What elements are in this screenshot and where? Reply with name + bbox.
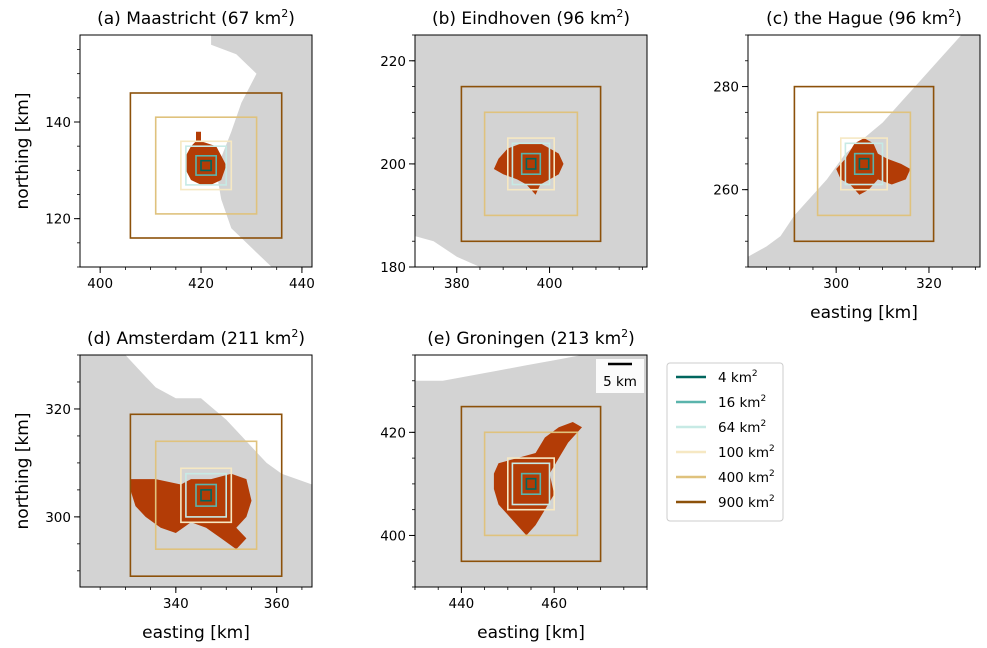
square-900km2 <box>460 405 602 563</box>
square-4km2 <box>200 489 212 502</box>
x-tick-label: 340 <box>163 596 189 612</box>
square-100km2 <box>839 137 888 191</box>
y-tick-label: 180 <box>380 260 406 276</box>
square-16km2 <box>520 152 542 176</box>
legend-entry: 4 km2 <box>676 369 758 386</box>
square-400km2 <box>154 116 258 215</box>
panel-title: (d) Amsterdam (211 km2) <box>87 327 305 349</box>
panel-title: (b) Eindhoven (96 km2) <box>432 7 630 29</box>
axes-frame <box>79 354 313 588</box>
square-64km2 <box>185 145 227 186</box>
axes-frame <box>747 34 981 268</box>
panel-groningen: (e) Groningen (213 km2) 440 460 400 420 ea… <box>380 327 648 643</box>
legend-label: 400 km2 <box>718 469 775 486</box>
y-tick-label: 140 <box>45 115 71 131</box>
legend-entry: 64 km2 <box>676 419 766 436</box>
square-16km2 <box>520 472 542 496</box>
x-tick-label: 360 <box>264 596 290 612</box>
urban-area <box>130 473 252 550</box>
square-64km2 <box>511 462 551 506</box>
square-900km2 <box>129 92 283 239</box>
y-tick-label: 220 <box>380 54 406 70</box>
x-tick-label: 300 <box>823 276 849 292</box>
x-tick-label: 400 <box>87 276 113 292</box>
land-area <box>80 355 312 587</box>
x-tick-label: 460 <box>541 596 567 612</box>
land-area <box>211 35 312 267</box>
square-16km2 <box>195 483 218 507</box>
panel-the-hague: (c) the Hague (96 km2) 300 320 260 280 eas… <box>713 7 981 323</box>
square-400km2 <box>154 440 258 550</box>
square-16km2 <box>195 155 218 176</box>
y-axis-label: northing [km] <box>13 93 33 210</box>
square-900km2 <box>793 85 935 243</box>
square-64km2 <box>185 472 227 518</box>
legend-entry: 100 km2 <box>676 444 775 461</box>
y-tick-label: 280 <box>713 80 739 96</box>
square-4km2 <box>200 159 212 172</box>
legend-label: 64 km2 <box>718 419 766 436</box>
panel-eindhoven: (b) Eindhoven (96 km2) 380 400 180 200 220 <box>380 7 648 292</box>
square-100km2 <box>506 137 555 191</box>
square-100km2 <box>180 467 233 524</box>
axes-frame <box>414 34 648 268</box>
square-100km2 <box>180 140 233 191</box>
square-16km2 <box>853 152 875 176</box>
y-tick-label: 200 <box>380 157 406 173</box>
urban-area <box>185 131 227 185</box>
scale-bar-label: 5 km <box>603 374 637 390</box>
legend-entry: 400 km2 <box>676 469 775 486</box>
y-tick-label: 260 <box>713 183 739 199</box>
square-400km2 <box>483 111 579 217</box>
x-tick-label: 440 <box>289 276 315 292</box>
x-axis-label: easting [km] <box>810 303 918 323</box>
square-900km2 <box>129 413 283 577</box>
x-axis-label: easting [km] <box>142 623 250 643</box>
legend-label: 100 km2 <box>718 444 775 461</box>
x-tick-label: 380 <box>444 276 470 292</box>
x-tick-label: 320 <box>916 276 942 292</box>
legend-label: 4 km2 <box>718 369 758 386</box>
y-tick-label: 320 <box>45 402 71 418</box>
panel-title: (c) the Hague (96 km2) <box>766 7 962 29</box>
square-100km2 <box>506 457 555 511</box>
x-axis-label: easting [km] <box>477 623 585 643</box>
square-4km2 <box>525 477 537 490</box>
square-64km2 <box>844 142 884 186</box>
square-400km2 <box>816 111 912 217</box>
legend-label: 16 km2 <box>718 394 766 411</box>
panel-amsterdam: (d) Amsterdam (211 km2) 340 360 300 320 ea… <box>13 327 313 643</box>
x-tick-label: 420 <box>188 276 214 292</box>
legend-entry: 16 km2 <box>676 394 766 411</box>
y-tick-label: 300 <box>45 510 71 526</box>
axes-frame <box>79 34 313 268</box>
panel-title: (a) Maastricht (67 km2) <box>97 7 295 29</box>
square-64km2 <box>511 142 551 186</box>
panel-title: (e) Groningen (213 km2) <box>427 327 635 349</box>
x-tick-label: 400 <box>537 276 563 292</box>
legend: 4 km2 16 km2 64 km2 100 km2 400 km2 900 km2 <box>666 362 784 522</box>
legend-label: 900 km2 <box>718 494 775 511</box>
scale-bar: 5 km <box>596 359 644 393</box>
y-axis-label: northing [km] <box>13 413 33 530</box>
urban-area <box>493 422 582 536</box>
legend-entry: 900 km2 <box>676 494 775 511</box>
square-4km2 <box>525 157 537 170</box>
y-tick-label: 420 <box>380 425 406 441</box>
square-900km2 <box>460 85 602 243</box>
square-400km2 <box>483 431 579 537</box>
y-tick-label: 120 <box>45 212 71 228</box>
panel-maastricht: (a) Maastricht (67 km2) 400 420 440 120 140… <box>13 7 315 292</box>
y-tick-label: 400 <box>380 528 406 544</box>
square-4km2 <box>858 157 870 170</box>
x-tick-label: 440 <box>449 596 475 612</box>
